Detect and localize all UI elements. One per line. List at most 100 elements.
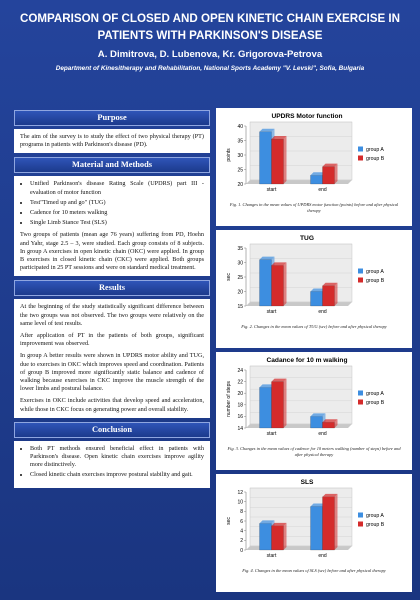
y-tick-label: 22 (237, 379, 243, 385)
paragraph: Exercises in OKC include activities that… (20, 397, 204, 413)
bar-top (271, 378, 287, 382)
bullet-item: Single Limb Stance Test (SLS) (30, 219, 204, 227)
bar-side (334, 419, 338, 428)
section-body: Both PT methods ensured beneficial effec… (14, 440, 210, 488)
chart-caption: Fig. 3. Changes in the mean values of ca… (227, 446, 401, 457)
paragraph: The aim of the survey is to study the ef… (20, 133, 204, 149)
legend-swatch (358, 268, 363, 274)
y-tick-label: 40 (237, 124, 243, 130)
section-heading: Conclusion (14, 421, 210, 438)
legend-swatch (358, 390, 363, 396)
paragraph: After application of PT in the patients … (20, 332, 204, 348)
chart-panel: SLS 0 2 4 6 8 10 12 sec start end group A group B Fig… (216, 474, 412, 592)
bullet-item: Test"Timed up and go" (TUG) (30, 199, 204, 207)
bar (310, 291, 323, 307)
legend-label: group A (366, 391, 384, 397)
bar-side (334, 493, 338, 550)
y-tick-label: 0 (240, 548, 243, 554)
affiliation: Department of Kinesitherapy and Rehabili… (55, 65, 365, 72)
chart: Cadance for 10 m walking 14 16 18 20 22 24 numb… (226, 357, 385, 437)
legend-swatch (358, 155, 363, 161)
bar-top (322, 493, 338, 497)
title: COMPARISON OF CLOSED AND OPEN KINETIC CH… (19, 12, 401, 42)
bar-top (259, 128, 275, 132)
paragraph: Two groups of patients (mean age 76 year… (20, 231, 204, 272)
bullet-list: Both PT methods ensured beneficial effec… (20, 445, 204, 480)
legend-label: group A (366, 147, 384, 153)
chart-title: UPDRS Motor function (271, 113, 342, 120)
bar-side (283, 262, 287, 306)
legend-label: group B (366, 400, 385, 406)
y-tick-label: 35 (237, 138, 243, 144)
bullet-item: Unified Parkinson's disease Rating Scale… (30, 180, 204, 196)
chart-caption: Fig. 2. Changes in the mean values of TU… (241, 324, 387, 329)
x-tick-label: start (267, 187, 277, 193)
bar-side (283, 522, 287, 550)
bullet-item: Both PT methods ensured beneficial effec… (30, 445, 204, 470)
section: Purpose The aim of the survey is to study… (14, 110, 210, 154)
y-tick-label: 15 (237, 304, 243, 310)
y-tick-label: 12 (237, 490, 243, 496)
bar (259, 131, 272, 185)
bar (310, 416, 323, 429)
legend-label: group B (366, 156, 385, 162)
y-tick-label: 2 (240, 538, 243, 544)
bar (271, 265, 284, 307)
bar-side (283, 136, 287, 184)
section-heading: Material and Methods (14, 157, 210, 174)
bar-top (310, 172, 326, 176)
chart-title: TUG (300, 235, 314, 242)
paragraph: In group A better results were shown in … (20, 352, 204, 393)
text-column: Purpose The aim of the survey is to study… (14, 110, 210, 596)
legend-swatch (358, 521, 363, 527)
bar-top (322, 419, 338, 423)
legend-swatch (358, 399, 363, 405)
y-tick-label: 30 (237, 260, 243, 266)
chart-title: SLS (301, 479, 314, 486)
legend-label: group A (366, 269, 384, 275)
x-tick-label: start (267, 431, 277, 437)
x-tick-label: end (318, 431, 327, 437)
bar (259, 523, 272, 551)
bar (322, 166, 335, 185)
bar-side (334, 282, 338, 306)
paragraph: At the beginning of the study statistica… (20, 303, 204, 327)
bar (271, 525, 284, 551)
y-tick-label: 14 (237, 426, 243, 432)
bar (259, 387, 272, 429)
y-axis-label: sec (226, 273, 232, 281)
bullet-item: Closed kinetic chain exercises improve p… (30, 471, 204, 479)
legend-swatch (358, 277, 363, 283)
bar-top (322, 163, 338, 167)
x-tick-label: end (318, 553, 327, 559)
y-tick-label: 6 (240, 519, 243, 525)
legend-swatch (358, 146, 363, 152)
chart-column: UPDRS Motor function 20 25 30 35 40 points star… (216, 108, 412, 596)
chart: SLS 0 2 4 6 8 10 12 sec start end group A group B (226, 479, 385, 559)
y-tick-label: 30 (237, 153, 243, 159)
y-tick-label: 24 (237, 368, 243, 374)
section-body: At the beginning of the study statistica… (14, 299, 210, 418)
y-tick-label: 20 (237, 289, 243, 295)
bar (322, 422, 335, 429)
bar-top (259, 256, 275, 260)
section-heading: Purpose (14, 110, 210, 126)
chart: TUG 15 20 25 30 35 sec start end group A group B (226, 235, 385, 315)
y-tick-label: 25 (237, 275, 243, 281)
legend-label: group A (366, 513, 384, 519)
bar-side (283, 378, 287, 428)
x-tick-label: start (267, 553, 277, 559)
bullet-item: Cadence for 10 meters walking (30, 209, 204, 217)
y-tick-label: 18 (237, 403, 243, 409)
bar-top (322, 282, 338, 286)
header: COMPARISON OF CLOSED AND OPEN KINETIC CH… (8, 6, 412, 100)
y-tick-label: 16 (237, 414, 243, 420)
y-tick-label: 10 (237, 499, 243, 505)
chart-panel: UPDRS Motor function 20 25 30 35 40 points star… (216, 108, 412, 226)
legend-label: group B (366, 278, 385, 284)
y-tick-label: 4 (240, 528, 243, 534)
authors: A. Dimitrova, D. Lubenova, Kr. Grigorova… (97, 49, 323, 60)
bar (310, 506, 323, 551)
bar (322, 496, 335, 551)
